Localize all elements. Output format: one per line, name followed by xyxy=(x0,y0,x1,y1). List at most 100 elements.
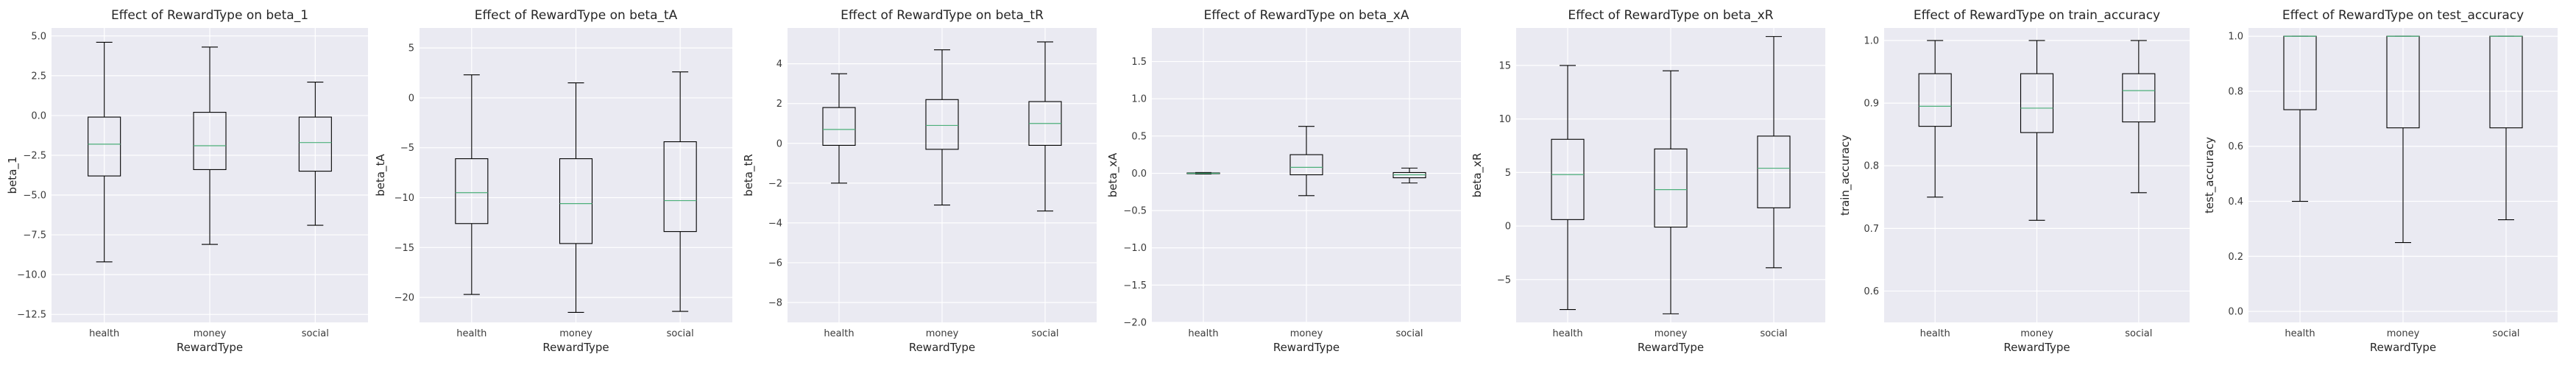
box-iqr xyxy=(2122,73,2156,123)
y-tick-label: 0.0 xyxy=(2228,307,2243,318)
chart-title: Effect of RewardType on beta_xA xyxy=(1204,8,1409,23)
y-tick-label: 5 xyxy=(1505,168,1511,179)
box-iqr xyxy=(1289,154,1323,176)
x-tick-label: health xyxy=(456,328,486,339)
box-iqr xyxy=(925,99,959,150)
y-tick-label: −5 xyxy=(400,143,414,154)
box-iqr xyxy=(1654,148,1688,228)
y-tick-label: −20 xyxy=(394,293,414,304)
y-axis-label: beta_1 xyxy=(6,157,20,194)
box-iqr xyxy=(1918,73,1952,127)
y-tick-label: 0.8 xyxy=(1864,161,1879,172)
chart-title: Effect of RewardType on train_accuracy xyxy=(1914,8,2160,23)
chart-panel-3: −2.0 −1.5 −1.0 −0.5 0.0 0.5 1.0 1.5 health money s… xyxy=(1106,8,1461,354)
y-tick-label: −12.5 xyxy=(17,310,46,321)
box-money xyxy=(1289,126,1323,197)
x-tick-label: money xyxy=(559,328,592,339)
y-tick-label: 0 xyxy=(776,138,782,149)
x-tick-label: social xyxy=(667,328,694,339)
chart-panel-6: 0.0 0.2 0.4 0.6 0.8 1.0 health money social Effec… xyxy=(2203,8,2558,354)
x-tick-label: money xyxy=(1655,328,1688,339)
chart-panel-0: −12.5 −10.0 −7.5 −5.0 −2.5 0.0 2.5 5.0 health mon… xyxy=(6,8,368,354)
y-tick-label: −7.5 xyxy=(23,230,46,241)
y-tick-label: 1.5 xyxy=(1131,57,1147,68)
y-tick-label: 0.2 xyxy=(2228,252,2243,263)
chart-panel-2: −8 −6 −4 −2 0 2 4 health money social Effect of Re… xyxy=(742,8,1097,354)
y-tick-label: 10 xyxy=(1498,114,1511,125)
y-tick-label: −2.0 xyxy=(1123,318,1147,329)
box-social xyxy=(1757,36,1791,269)
box-health xyxy=(88,41,121,263)
y-axis-label: beta_tA xyxy=(374,154,388,197)
box-social xyxy=(2122,40,2156,194)
x-axis-label: RewardType xyxy=(542,341,609,354)
box-health xyxy=(2283,35,2317,202)
box-money xyxy=(559,82,593,313)
y-tick-label: 1.0 xyxy=(2228,32,2243,43)
box-money xyxy=(193,46,227,245)
box-social xyxy=(663,71,697,312)
y-tick-label: 1.0 xyxy=(1864,36,1879,47)
y-tick-label: 0.6 xyxy=(1864,286,1879,297)
y-tick-label: 5 xyxy=(408,43,414,54)
box-iqr xyxy=(1757,135,1791,208)
x-axis-label: RewardType xyxy=(909,341,975,354)
y-tick-label: 4 xyxy=(776,59,782,70)
box-social xyxy=(1393,167,1426,184)
y-tick-label: 5.0 xyxy=(31,31,46,42)
chart-title: Effect of RewardType on test_accuracy xyxy=(2282,8,2524,23)
y-tick-label: −10.0 xyxy=(17,270,46,281)
y-tick-label: 0 xyxy=(1505,222,1511,233)
box-money xyxy=(925,49,959,206)
x-axis-label: RewardType xyxy=(2003,341,2070,354)
y-tick-label: −5.0 xyxy=(23,191,46,202)
y-tick-label: 0 xyxy=(408,93,414,104)
y-tick-label: 0.7 xyxy=(1864,224,1879,235)
y-tick-label: 0.0 xyxy=(31,110,46,121)
y-tick-label: 2 xyxy=(776,99,782,110)
box-iqr xyxy=(559,158,593,244)
x-tick-label: social xyxy=(2492,328,2519,339)
y-tick-label: 0.9 xyxy=(1864,99,1879,110)
x-tick-label: health xyxy=(824,328,854,339)
x-tick-label: health xyxy=(1552,328,1582,339)
box-health xyxy=(1918,40,1952,198)
chart-panel-4: −5 0 5 10 15 health money social Effect of Rewar… xyxy=(1471,8,1825,354)
box-health xyxy=(1551,65,1585,311)
y-tick-label: 0.6 xyxy=(2228,141,2243,152)
box-social xyxy=(1028,41,1062,212)
x-tick-label: health xyxy=(89,328,119,339)
x-tick-label: money xyxy=(194,328,227,339)
x-axis-label: RewardType xyxy=(2370,341,2436,354)
box-health xyxy=(455,74,489,295)
box-social xyxy=(2489,35,2523,221)
y-tick-label: −8 xyxy=(768,297,782,308)
y-axis-label: beta_tR xyxy=(742,154,756,197)
chart-panel-5: 0.6 0.7 0.8 0.9 1.0 health money social Effect o… xyxy=(1839,8,2190,354)
y-tick-label: −2.5 xyxy=(23,150,46,161)
chart-title: Effect of RewardType on beta_tR xyxy=(841,8,1044,23)
y-tick-label: 0.5 xyxy=(1131,131,1147,142)
box-health xyxy=(822,73,856,184)
x-tick-label: social xyxy=(2125,328,2152,339)
chart-title: Effect of RewardType on beta_1 xyxy=(111,8,308,23)
box-iqr xyxy=(193,112,227,170)
x-axis-label: RewardType xyxy=(177,341,243,354)
y-tick-label: −0.5 xyxy=(1123,206,1147,217)
y-tick-label: −1.5 xyxy=(1123,280,1147,291)
y-tick-label: 1.0 xyxy=(1131,94,1147,105)
y-axis-label: test_accuracy xyxy=(2203,137,2217,213)
y-tick-label: −5 xyxy=(1497,275,1511,286)
y-tick-label: 0.4 xyxy=(2228,197,2243,208)
y-tick-label: −10 xyxy=(394,193,414,204)
x-tick-label: social xyxy=(302,328,329,339)
box-money xyxy=(2020,40,2054,221)
chart-panel-1: −20 −15 −10 −5 0 5 health money social Effect of … xyxy=(374,8,732,354)
box-iqr xyxy=(822,107,856,146)
box-iqr xyxy=(1551,138,1585,220)
box-iqr xyxy=(2020,73,2054,133)
y-tick-label: −15 xyxy=(394,243,414,254)
x-tick-label: health xyxy=(2285,328,2315,339)
box-social xyxy=(298,81,332,226)
